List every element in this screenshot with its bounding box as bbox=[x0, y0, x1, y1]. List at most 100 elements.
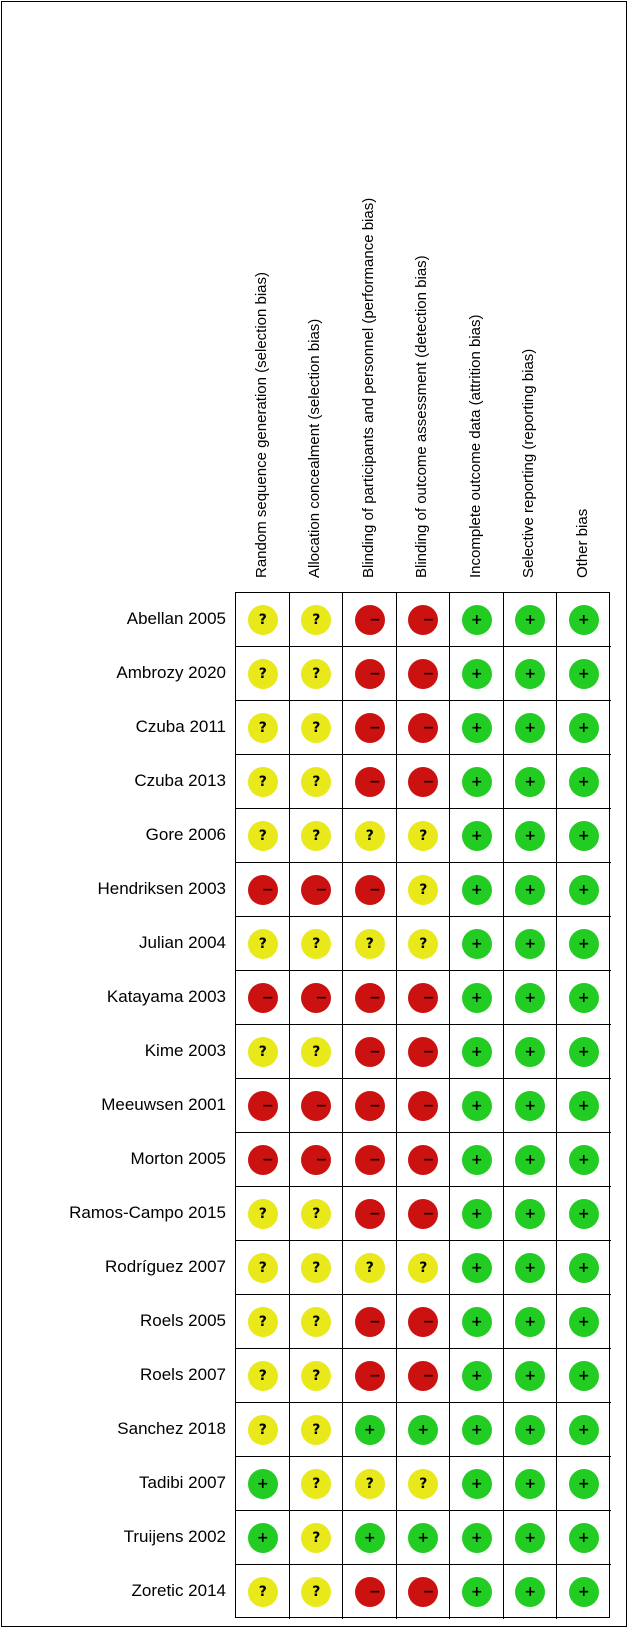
grid-cell: + bbox=[503, 917, 557, 971]
grid-cell: − bbox=[289, 863, 343, 917]
grid-cell: − bbox=[396, 1187, 450, 1241]
rating-low-dot: + bbox=[568, 1577, 599, 1607]
study-label: Julian 2004 bbox=[139, 933, 226, 952]
column-header-label: Allocation concealment (selection bias) bbox=[306, 318, 324, 578]
grid-cell: − bbox=[396, 1349, 450, 1403]
grid-cell: ? bbox=[236, 1349, 290, 1403]
grid-cell: + bbox=[450, 701, 504, 755]
rating-high-dot: − bbox=[247, 875, 278, 905]
rating-unclear-dot: ? bbox=[247, 1415, 278, 1445]
grid-cell: − bbox=[343, 863, 397, 917]
grid-cell: − bbox=[343, 755, 397, 809]
grid-cell: ? bbox=[236, 701, 290, 755]
grid-cell: + bbox=[343, 1511, 397, 1565]
grid-cell: ? bbox=[290, 1565, 343, 1619]
rating-low-dot: + bbox=[568, 1145, 599, 1175]
grid-cell: + bbox=[450, 1025, 504, 1079]
rating-unclear-dot: ? bbox=[301, 659, 332, 689]
grid-cell: ? bbox=[289, 1349, 343, 1403]
rating-high-dot: − bbox=[408, 713, 439, 743]
grid-cell: − bbox=[236, 1079, 290, 1133]
grid-cell: + bbox=[503, 1511, 557, 1565]
rating-low-dot: + bbox=[515, 1361, 546, 1391]
grid-cell: + bbox=[503, 1349, 557, 1403]
rating-low-dot: + bbox=[568, 1415, 599, 1445]
grid-cell: + bbox=[396, 1511, 450, 1565]
rating-unclear-dot: ? bbox=[354, 929, 385, 959]
rating-low-dot: + bbox=[515, 1415, 546, 1445]
rating-low-dot: + bbox=[461, 1145, 492, 1175]
rating-unclear-dot: ? bbox=[301, 1037, 332, 1067]
column-header-label: Random sequence generation (selection bi… bbox=[252, 271, 270, 578]
grid-cell: − bbox=[236, 863, 290, 917]
grid-cell: + bbox=[557, 1565, 611, 1619]
rating-low-dot: + bbox=[461, 1523, 492, 1553]
rating-high-dot: − bbox=[408, 1145, 439, 1175]
rating-unclear-dot: ? bbox=[301, 713, 332, 743]
grid-cell: + bbox=[557, 755, 611, 809]
grid-cell: − bbox=[396, 1025, 450, 1079]
rating-high-dot: − bbox=[247, 1145, 278, 1175]
risk-of-bias-grid: ?? − − + + +?? − − + + +?? − − + + +?? − − + + +???? + + + − − −? +… bbox=[235, 592, 611, 1619]
rating-unclear-dot: ? bbox=[408, 821, 439, 851]
rating-unclear-dot: ? bbox=[301, 1253, 332, 1283]
grid-cell: + bbox=[450, 1457, 504, 1511]
grid-cell: ? bbox=[396, 809, 450, 863]
rating-high-dot: − bbox=[354, 1577, 385, 1607]
rating-low-dot: + bbox=[515, 1037, 546, 1067]
rating-unclear-dot: ? bbox=[247, 713, 278, 743]
rating-unclear-dot: ? bbox=[247, 1361, 278, 1391]
rating-low-dot: + bbox=[461, 1307, 492, 1337]
grid-cell: + bbox=[450, 1241, 504, 1295]
grid-cell: ? bbox=[236, 647, 290, 701]
column-header-label: Other bias bbox=[573, 508, 591, 578]
grid-cell: − bbox=[396, 971, 450, 1025]
rating-high-dot: − bbox=[408, 983, 439, 1013]
rating-low-dot: + bbox=[461, 767, 492, 797]
rating-low-dot: + bbox=[568, 1469, 599, 1499]
rating-low-dot: + bbox=[515, 1091, 546, 1121]
grid-cell: + bbox=[503, 755, 557, 809]
grid-cell: − bbox=[343, 593, 397, 647]
study-label: Gore 2006 bbox=[145, 825, 226, 844]
grid-cell: + bbox=[503, 1295, 557, 1349]
study-label: Truijens 2002 bbox=[123, 1527, 226, 1546]
rating-low-dot: + bbox=[408, 1415, 439, 1445]
rating-unclear-dot: ? bbox=[408, 875, 439, 905]
grid-cell: + bbox=[557, 917, 611, 971]
column-header-label: Blinding of outcome assessment (detectio… bbox=[413, 255, 431, 578]
rating-unclear-dot: ? bbox=[408, 1469, 439, 1499]
study-label: Katayama 2003 bbox=[106, 987, 226, 1006]
grid-cell: + bbox=[503, 701, 557, 755]
grid-cell: + bbox=[503, 1025, 557, 1079]
grid-cell: + bbox=[450, 1187, 504, 1241]
rating-unclear-dot: ? bbox=[408, 1253, 439, 1283]
rating-unclear-dot: ? bbox=[354, 1253, 385, 1283]
grid-cell: + bbox=[450, 1349, 504, 1403]
rating-low-dot: + bbox=[461, 875, 492, 905]
rating-high-dot: − bbox=[354, 1361, 385, 1391]
rating-unclear-dot: ? bbox=[247, 605, 278, 635]
rating-high-dot: − bbox=[354, 659, 385, 689]
rating-low-dot: + bbox=[515, 713, 546, 743]
rating-unclear-dot: ? bbox=[247, 1307, 278, 1337]
grid-cell: + bbox=[504, 1565, 557, 1619]
grid-cell: + bbox=[503, 809, 557, 863]
grid-cell: + bbox=[396, 1403, 450, 1457]
rating-unclear-dot: ? bbox=[247, 1577, 278, 1607]
rating-unclear-dot: ? bbox=[301, 767, 332, 797]
rating-low-dot: + bbox=[461, 1577, 492, 1607]
rating-low-dot: + bbox=[568, 929, 599, 959]
grid-cell: + bbox=[450, 917, 504, 971]
column-header-label: Selective reporting (reporting bias) bbox=[520, 348, 538, 578]
grid-cell: + bbox=[450, 971, 504, 1025]
study-label: Tadibi 2007 bbox=[139, 1473, 226, 1492]
rating-high-dot: − bbox=[408, 605, 439, 635]
grid-cell: ? bbox=[289, 593, 343, 647]
rating-unclear-dot: ? bbox=[301, 1577, 332, 1607]
grid-cell: + bbox=[450, 1079, 504, 1133]
grid-cell: + bbox=[450, 593, 504, 647]
rating-low-dot: + bbox=[461, 713, 492, 743]
rating-low-dot: + bbox=[461, 929, 492, 959]
grid-cell: + bbox=[557, 1349, 611, 1403]
